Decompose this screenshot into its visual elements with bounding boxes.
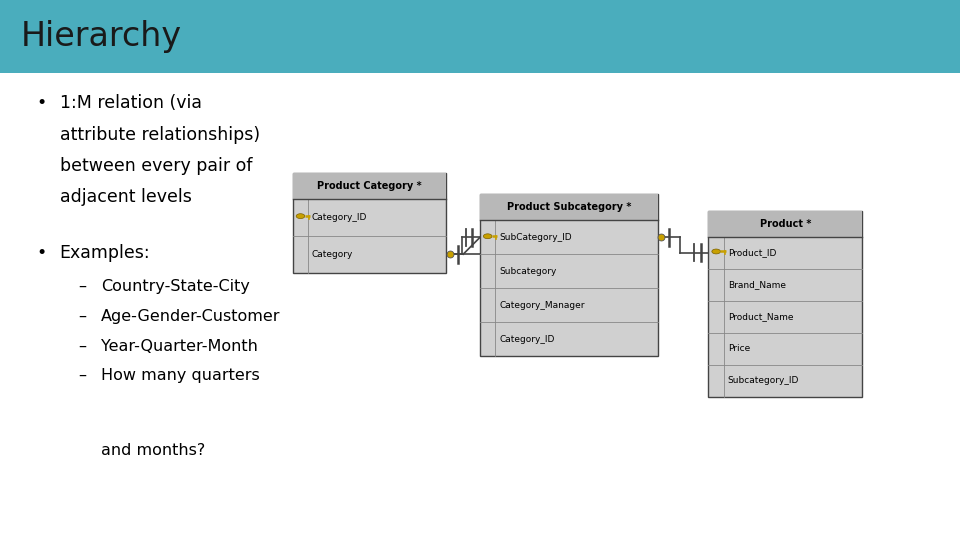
Bar (293, 173, 446, 273)
Text: Product *: Product * (759, 219, 811, 228)
Text: Subcategory_ID: Subcategory_ID (728, 376, 799, 386)
Text: Country-State-City: Country-State-City (101, 279, 250, 294)
Text: Subcategory: Subcategory (499, 267, 557, 276)
Circle shape (484, 234, 492, 239)
Text: –: – (79, 368, 86, 383)
Text: Examples:: Examples: (60, 244, 150, 262)
Bar (480, 194, 658, 356)
Text: Category_Manager: Category_Manager (499, 301, 585, 310)
Text: 1:M relation (via: 1:M relation (via (60, 94, 202, 112)
Text: Product_ID: Product_ID (728, 248, 776, 257)
Text: Year-Quarter-Month: Year-Quarter-Month (101, 339, 257, 354)
Circle shape (296, 214, 305, 219)
Text: Hierarchy: Hierarchy (21, 20, 182, 53)
Bar (0, 0, 960, 73)
Text: Age-Gender-Customer: Age-Gender-Customer (101, 309, 280, 324)
Text: –: – (79, 279, 86, 294)
Text: Category_ID: Category_ID (312, 213, 368, 222)
Bar (293, 173, 446, 199)
Circle shape (711, 249, 720, 254)
Text: and months?: and months? (101, 443, 205, 458)
Text: Category_ID: Category_ID (499, 335, 555, 344)
Text: Product_Name: Product_Name (728, 312, 793, 321)
Text: between every pair of: between every pair of (60, 157, 252, 175)
Text: –: – (79, 309, 86, 324)
Text: Price: Price (728, 345, 750, 353)
Text: –: – (79, 339, 86, 354)
Bar (480, 194, 658, 220)
Text: attribute relationships): attribute relationships) (60, 126, 259, 144)
Text: Product Subcategory *: Product Subcategory * (507, 202, 631, 212)
Text: SubCategory_ID: SubCategory_ID (499, 233, 572, 242)
Text: adjacent levels: adjacent levels (60, 188, 191, 206)
Text: •: • (36, 94, 47, 112)
Text: Category: Category (312, 249, 353, 259)
Text: Brand_Name: Brand_Name (728, 280, 785, 289)
Bar (708, 211, 862, 237)
Text: •: • (36, 244, 47, 262)
Text: How many quarters: How many quarters (101, 368, 259, 383)
Bar (708, 211, 862, 397)
Text: Product Category *: Product Category * (318, 181, 421, 191)
